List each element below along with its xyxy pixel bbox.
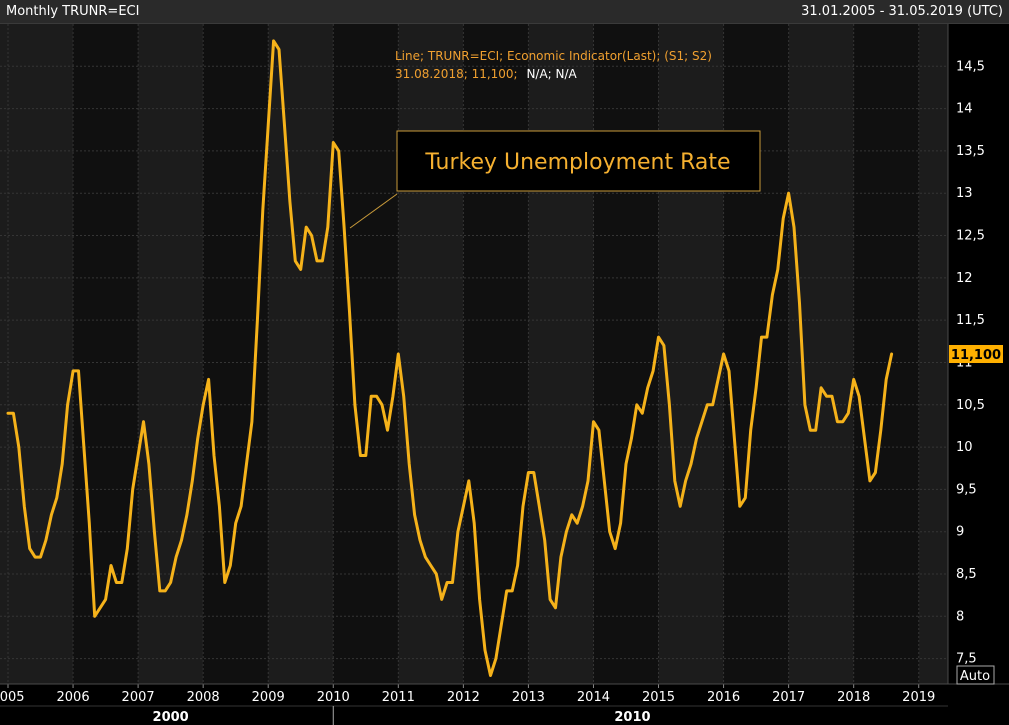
auto-scale-label: Auto [960, 669, 990, 684]
y-tick-label: 9 [956, 525, 964, 540]
x-tick-label: 2016 [707, 690, 740, 705]
y-tick-label: 11,5 [956, 313, 985, 328]
auto-scale-button[interactable] [956, 665, 995, 685]
year-band [723, 24, 789, 684]
x-tick-label: 2013 [512, 690, 545, 705]
year-band [853, 24, 919, 684]
year-band [0, 24, 8, 684]
year-band [398, 24, 464, 684]
year-band [8, 24, 74, 684]
line-chart[interactable]: 7,588,599,51010,51111,51212,51313,51414,… [0, 24, 1009, 725]
year-band [73, 24, 139, 684]
x-tick-label: 2005 [0, 690, 25, 705]
year-band [788, 24, 854, 684]
legend-na-values: N/A; N/A [526, 67, 577, 81]
y-tick-label: 7,5 [956, 652, 977, 667]
series-line-trunr [6, 39, 894, 677]
x-tick-label: 2006 [57, 690, 90, 705]
x-tick-label: 2011 [382, 690, 415, 705]
legend-last-value: 31.08.2018; 11,100; [395, 67, 518, 81]
y-tick-label: 14,5 [956, 59, 985, 74]
y-tick-label: 12,5 [956, 229, 985, 244]
year-band [203, 24, 269, 684]
last-value-label: 11,100 [951, 348, 1001, 363]
decade-label: 2000 [153, 710, 189, 725]
chart-title-bar: Monthly TRUNR=ECI 31.01.2005 - 31.05.201… [0, 0, 1009, 24]
year-band [333, 24, 399, 684]
legend-line-2: 31.08.2018; 11,100; N/A; N/A [395, 67, 578, 81]
year-band [268, 24, 334, 684]
last-value-tag [949, 345, 1003, 363]
year-band [918, 24, 948, 684]
y-tick-label: 10,5 [956, 398, 985, 413]
y-tick-label: 10 [956, 440, 973, 455]
year-band [463, 24, 529, 684]
y-tick-label: 8 [956, 609, 964, 624]
x-tick-label: 2014 [577, 690, 610, 705]
x-axis-tick-labels: 2005 2006 2007 2008 2009 2010 2011 2012 2013 2014… [0, 690, 935, 705]
x-tick-label: 2009 [252, 690, 285, 705]
y-tick-label: 12 [956, 271, 973, 286]
x-tick-label: 2017 [772, 690, 805, 705]
decade-labels: 2000 2010 [153, 706, 651, 725]
y-tick-label: 8,5 [956, 567, 977, 582]
y-tick-label: 13 [956, 186, 973, 201]
annotation-box [396, 130, 761, 192]
year-band [528, 24, 594, 684]
x-tick-label: 2008 [187, 690, 220, 705]
annotation-leader-line [349, 193, 398, 229]
y-tick-label: 14 [956, 102, 973, 117]
decade-label: 2010 [614, 710, 650, 725]
x-tick-label: 2018 [837, 690, 870, 705]
year-band [658, 24, 724, 684]
x-tick-label: 2015 [642, 690, 675, 705]
y-tick-label: 9,5 [956, 482, 977, 497]
date-range-label: 31.01.2005 - 31.05.2019 (UTC) [801, 4, 1003, 19]
y-tick-label: 13,5 [956, 144, 985, 159]
x-tick-label: 2012 [447, 690, 480, 705]
annotation-text: Turkey Unemployment Rate [424, 150, 730, 175]
legend-line-1: Line; TRUNR=ECI; Economic Indicator(Last… [395, 49, 712, 63]
grid-lines [0, 24, 948, 688]
year-band [593, 24, 659, 684]
year-bands [0, 24, 948, 684]
x-tick-label: 2010 [317, 690, 350, 705]
instrument-label: Monthly TRUNR=ECI [6, 4, 140, 19]
x-tick-label: 2019 [902, 690, 935, 705]
x-tick-label: 2007 [122, 690, 155, 705]
